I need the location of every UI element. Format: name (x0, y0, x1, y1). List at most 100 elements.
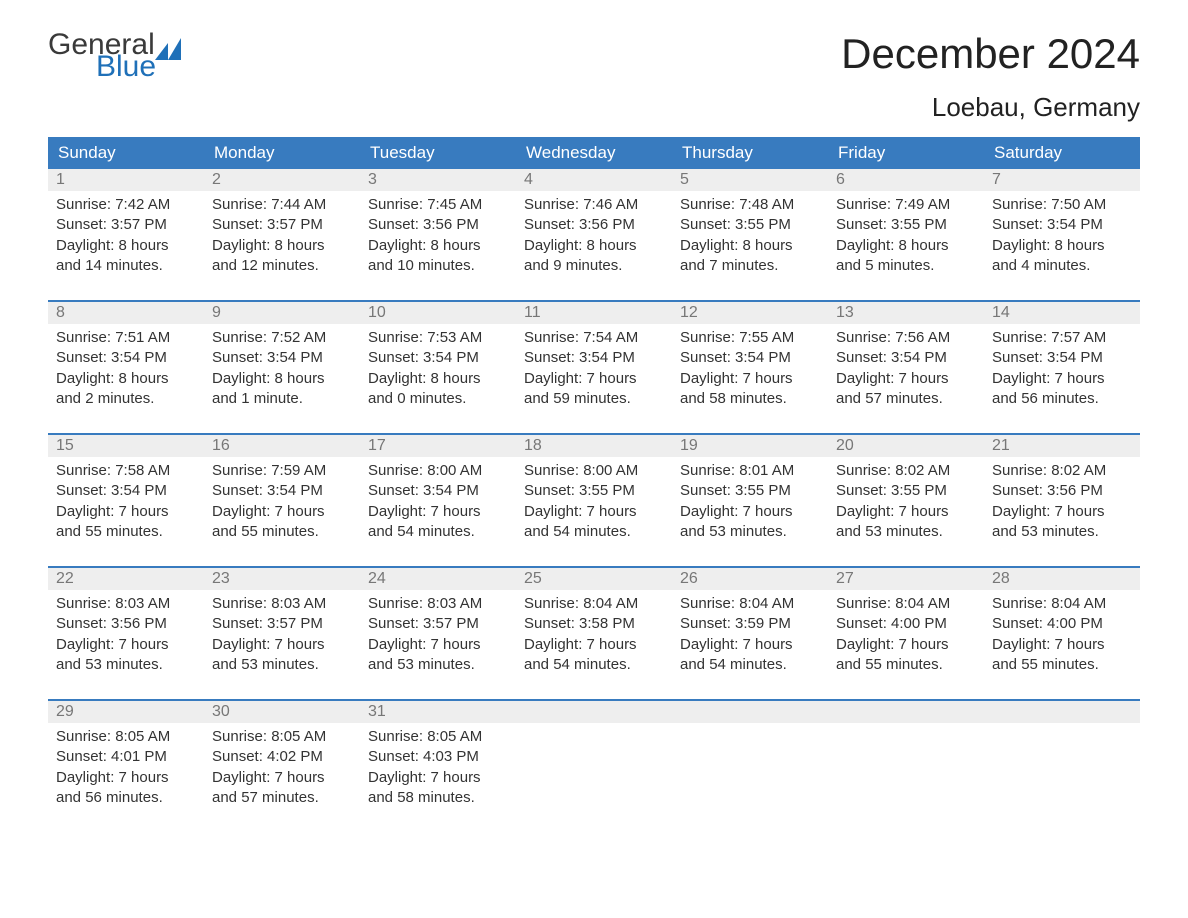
day-cell (516, 701, 672, 832)
day-number: 31 (360, 701, 516, 723)
sunrise-text: Sunrise: 7:59 AM (212, 461, 352, 481)
day-data: Sunrise: 8:05 AMSunset: 4:02 PMDaylight:… (204, 723, 360, 808)
day-cell: 17Sunrise: 8:00 AMSunset: 3:54 PMDayligh… (360, 435, 516, 566)
day-cell: 6Sunrise: 7:49 AMSunset: 3:55 PMDaylight… (828, 169, 984, 300)
week-row: 1Sunrise: 7:42 AMSunset: 3:57 PMDaylight… (48, 169, 1140, 300)
sunrise-text: Sunrise: 7:50 AM (992, 195, 1132, 215)
sunrise-text: Sunrise: 7:48 AM (680, 195, 820, 215)
daylight-text: Daylight: 7 hours and 54 minutes. (680, 635, 820, 676)
sunrise-text: Sunrise: 7:58 AM (56, 461, 196, 481)
sunset-text: Sunset: 3:55 PM (836, 481, 976, 501)
day-data: Sunrise: 7:57 AMSunset: 3:54 PMDaylight:… (984, 324, 1140, 409)
week-row: 29Sunrise: 8:05 AMSunset: 4:01 PMDayligh… (48, 699, 1140, 832)
sunrise-text: Sunrise: 8:04 AM (524, 594, 664, 614)
day-number: 30 (204, 701, 360, 723)
day-data: Sunrise: 7:49 AMSunset: 3:55 PMDaylight:… (828, 191, 984, 276)
sunset-text: Sunset: 3:59 PM (680, 614, 820, 634)
day-cell: 5Sunrise: 7:48 AMSunset: 3:55 PMDaylight… (672, 169, 828, 300)
daylight-text: Daylight: 7 hours and 55 minutes. (212, 502, 352, 543)
sunset-text: Sunset: 3:54 PM (368, 481, 508, 501)
day-number: 13 (828, 302, 984, 324)
sunrise-text: Sunrise: 8:02 AM (836, 461, 976, 481)
sunset-text: Sunset: 3:54 PM (992, 348, 1132, 368)
dayhead-saturday: Saturday (984, 137, 1140, 169)
dayhead-tuesday: Tuesday (360, 137, 516, 169)
daylight-text: Daylight: 7 hours and 53 minutes. (680, 502, 820, 543)
sunset-text: Sunset: 3:57 PM (56, 215, 196, 235)
dayhead-sunday: Sunday (48, 137, 204, 169)
sunset-text: Sunset: 3:54 PM (56, 348, 196, 368)
sunrise-text: Sunrise: 8:05 AM (212, 727, 352, 747)
sunrise-text: Sunrise: 7:51 AM (56, 328, 196, 348)
daylight-text: Daylight: 7 hours and 55 minutes. (56, 502, 196, 543)
daylight-text: Daylight: 8 hours and 0 minutes. (368, 369, 508, 410)
daylight-text: Daylight: 7 hours and 56 minutes. (992, 369, 1132, 410)
day-data: Sunrise: 7:46 AMSunset: 3:56 PMDaylight:… (516, 191, 672, 276)
day-data: Sunrise: 7:58 AMSunset: 3:54 PMDaylight:… (48, 457, 204, 542)
day-data: Sunrise: 8:04 AMSunset: 4:00 PMDaylight:… (984, 590, 1140, 675)
daylight-text: Daylight: 7 hours and 54 minutes. (524, 502, 664, 543)
daylight-text: Daylight: 8 hours and 9 minutes. (524, 236, 664, 277)
day-data: Sunrise: 7:59 AMSunset: 3:54 PMDaylight:… (204, 457, 360, 542)
day-cell: 2Sunrise: 7:44 AMSunset: 3:57 PMDaylight… (204, 169, 360, 300)
sunset-text: Sunset: 3:54 PM (368, 348, 508, 368)
day-data: Sunrise: 7:51 AMSunset: 3:54 PMDaylight:… (48, 324, 204, 409)
sunset-text: Sunset: 3:54 PM (836, 348, 976, 368)
day-data: Sunrise: 7:54 AMSunset: 3:54 PMDaylight:… (516, 324, 672, 409)
day-number: 26 (672, 568, 828, 590)
day-number: 16 (204, 435, 360, 457)
day-header-row: Sunday Monday Tuesday Wednesday Thursday… (48, 137, 1140, 169)
sunrise-text: Sunrise: 8:05 AM (368, 727, 508, 747)
day-cell: 30Sunrise: 8:05 AMSunset: 4:02 PMDayligh… (204, 701, 360, 832)
day-number: 4 (516, 169, 672, 191)
sunset-text: Sunset: 4:02 PM (212, 747, 352, 767)
month-title: December 2024 (841, 30, 1140, 78)
daylight-text: Daylight: 8 hours and 5 minutes. (836, 236, 976, 277)
sunrise-text: Sunrise: 8:04 AM (836, 594, 976, 614)
day-cell: 8Sunrise: 7:51 AMSunset: 3:54 PMDaylight… (48, 302, 204, 433)
day-number: 12 (672, 302, 828, 324)
day-data: Sunrise: 8:03 AMSunset: 3:57 PMDaylight:… (360, 590, 516, 675)
day-number: 15 (48, 435, 204, 457)
week-row: 8Sunrise: 7:51 AMSunset: 3:54 PMDaylight… (48, 300, 1140, 433)
day-number: 2 (204, 169, 360, 191)
sunset-text: Sunset: 3:56 PM (368, 215, 508, 235)
day-cell (828, 701, 984, 832)
sunset-text: Sunset: 3:54 PM (56, 481, 196, 501)
day-data: Sunrise: 8:00 AMSunset: 3:54 PMDaylight:… (360, 457, 516, 542)
daylight-text: Daylight: 8 hours and 4 minutes. (992, 236, 1132, 277)
day-cell: 13Sunrise: 7:56 AMSunset: 3:54 PMDayligh… (828, 302, 984, 433)
day-data: Sunrise: 7:50 AMSunset: 3:54 PMDaylight:… (984, 191, 1140, 276)
sunrise-text: Sunrise: 8:04 AM (680, 594, 820, 614)
daylight-text: Daylight: 7 hours and 57 minutes. (836, 369, 976, 410)
day-cell: 28Sunrise: 8:04 AMSunset: 4:00 PMDayligh… (984, 568, 1140, 699)
day-data: Sunrise: 7:42 AMSunset: 3:57 PMDaylight:… (48, 191, 204, 276)
day-data: Sunrise: 8:01 AMSunset: 3:55 PMDaylight:… (672, 457, 828, 542)
sunset-text: Sunset: 3:54 PM (212, 348, 352, 368)
day-cell: 11Sunrise: 7:54 AMSunset: 3:54 PMDayligh… (516, 302, 672, 433)
sunrise-text: Sunrise: 8:00 AM (524, 461, 664, 481)
sunset-text: Sunset: 4:03 PM (368, 747, 508, 767)
sunrise-text: Sunrise: 7:46 AM (524, 195, 664, 215)
day-number: 14 (984, 302, 1140, 324)
day-data: Sunrise: 7:53 AMSunset: 3:54 PMDaylight:… (360, 324, 516, 409)
sunset-text: Sunset: 3:55 PM (680, 481, 820, 501)
dayhead-wednesday: Wednesday (516, 137, 672, 169)
sunrise-text: Sunrise: 7:45 AM (368, 195, 508, 215)
day-number: 28 (984, 568, 1140, 590)
sunset-text: Sunset: 3:55 PM (836, 215, 976, 235)
day-data: Sunrise: 8:05 AMSunset: 4:01 PMDaylight:… (48, 723, 204, 808)
sunrise-text: Sunrise: 7:55 AM (680, 328, 820, 348)
day-cell: 1Sunrise: 7:42 AMSunset: 3:57 PMDaylight… (48, 169, 204, 300)
day-number (516, 701, 672, 723)
daylight-text: Daylight: 8 hours and 14 minutes. (56, 236, 196, 277)
day-cell: 12Sunrise: 7:55 AMSunset: 3:54 PMDayligh… (672, 302, 828, 433)
day-number (828, 701, 984, 723)
sunrise-text: Sunrise: 7:57 AM (992, 328, 1132, 348)
sunrise-text: Sunrise: 8:01 AM (680, 461, 820, 481)
day-data: Sunrise: 8:02 AMSunset: 3:56 PMDaylight:… (984, 457, 1140, 542)
day-cell (984, 701, 1140, 832)
sunrise-text: Sunrise: 7:53 AM (368, 328, 508, 348)
sunrise-text: Sunrise: 8:03 AM (56, 594, 196, 614)
day-cell: 26 Sunrise: 8:04 AMSunset: 3:59 PMDayligh… (672, 568, 828, 699)
